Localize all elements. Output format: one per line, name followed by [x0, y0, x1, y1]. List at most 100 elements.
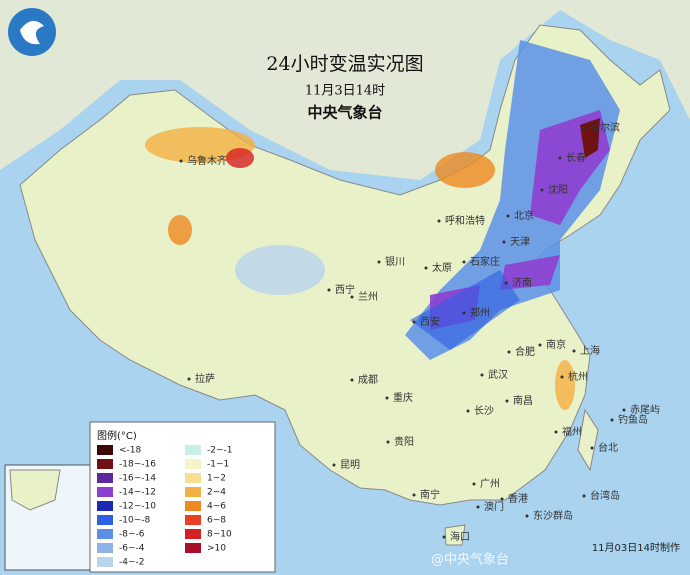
legend-swatch — [97, 515, 113, 525]
city-label: 杭州 — [568, 370, 588, 383]
city-label: 乌鲁木齐 — [187, 154, 227, 167]
legend-label: -2~-1 — [207, 446, 233, 456]
legend-swatch — [97, 557, 113, 567]
city-label: 广州 — [480, 478, 500, 490]
city-dot — [377, 260, 381, 264]
city-label: 哈尔滨 — [590, 121, 620, 134]
date: 11月3日14时 — [305, 84, 385, 99]
city-dot — [540, 188, 544, 192]
legend-title: 图例(°C) — [97, 429, 137, 442]
city-label: 贵阳 — [394, 435, 414, 448]
city-label: 拉萨 — [195, 372, 215, 385]
city-dot — [480, 373, 484, 377]
city-dot — [572, 349, 576, 353]
legend-swatch — [185, 473, 201, 483]
made-time: 11月03日14时制作 — [592, 541, 680, 554]
legend-label: 6~8 — [207, 516, 226, 526]
city-label: 福州 — [562, 425, 582, 438]
city-dot — [332, 463, 336, 467]
legend-label: -12~-10 — [119, 502, 156, 512]
legend-swatch — [185, 515, 201, 525]
city-dot — [412, 493, 416, 497]
city-dot — [582, 494, 586, 498]
city-label: 东沙群岛 — [533, 509, 573, 522]
city-label: 长春 — [566, 152, 586, 164]
legend-label: -18~-16 — [119, 460, 156, 470]
legend-swatch — [185, 459, 201, 469]
city-label: 台北 — [598, 441, 618, 454]
city-dot — [386, 440, 390, 444]
city-label: 呼和浩特 — [445, 215, 485, 227]
warm-area — [168, 215, 192, 245]
agency: 中央气象台 — [307, 104, 382, 122]
city-label: 郑州 — [470, 306, 490, 319]
city-label: 昆明 — [340, 459, 360, 471]
cool-area — [235, 245, 325, 295]
city-label: 成都 — [358, 374, 378, 386]
legend-label: >10 — [207, 544, 226, 554]
city-label: 上海 — [580, 344, 600, 357]
city-dot — [350, 378, 354, 382]
city-label: 银川 — [385, 255, 405, 268]
legend-label: 2~4 — [207, 488, 226, 498]
city-dot — [500, 497, 504, 501]
city-label: 长沙 — [474, 405, 494, 417]
city-dot — [538, 343, 542, 347]
legend-label: 1~2 — [207, 474, 226, 484]
city-label: 兰州 — [358, 290, 378, 303]
legend-swatch — [97, 473, 113, 483]
neighbor-land — [0, 0, 690, 180]
title: 24小时变温实况图 — [266, 53, 423, 75]
city-dot — [504, 281, 508, 285]
city-dot — [437, 219, 441, 223]
legend-label: -1~1 — [207, 460, 229, 470]
legend-label: -6~-4 — [119, 544, 145, 554]
legend-label: -4~-2 — [119, 558, 145, 568]
city-label: 钓鱼岛 — [618, 413, 648, 426]
city-label: 澳门 — [484, 500, 504, 513]
island — [444, 524, 466, 546]
city-label: 西宁 — [335, 283, 355, 296]
legend-label: 8~10 — [207, 530, 232, 540]
city-label: 太原 — [432, 261, 452, 274]
city-dot — [560, 375, 564, 379]
legend-swatch — [185, 445, 201, 455]
legend-label: <-18 — [119, 446, 142, 456]
city-dot — [442, 535, 446, 539]
city-dot — [462, 311, 466, 315]
legend-swatch — [185, 487, 201, 497]
city-label: 北京 — [514, 209, 534, 222]
city-dot — [506, 214, 510, 218]
city-label: 南京 — [546, 338, 566, 351]
city-label: 赤尾屿 — [630, 404, 660, 416]
cold-band — [410, 270, 520, 350]
city-label: 天津 — [510, 236, 530, 248]
city-label: 济南 — [512, 276, 532, 289]
legend-label: -14~-12 — [119, 488, 156, 498]
legend-swatch — [185, 501, 201, 511]
city-dot — [590, 446, 594, 450]
city-dot — [412, 320, 416, 324]
city-label: 海口 — [450, 530, 470, 543]
island — [577, 408, 599, 472]
city-dot — [622, 408, 626, 412]
warm-area — [555, 360, 575, 410]
legend-swatch — [97, 445, 113, 455]
city-label: 西安 — [420, 315, 440, 328]
city-dot — [502, 240, 506, 244]
city-label: 武汉 — [488, 368, 508, 381]
legend-swatch — [97, 501, 113, 511]
legend-swatch — [97, 487, 113, 497]
warm-area — [435, 152, 495, 188]
city-label: 石家庄 — [470, 255, 500, 268]
legend-swatch — [97, 543, 113, 553]
city-label: 香港 — [508, 493, 528, 505]
city-dot — [582, 126, 586, 130]
city-dot — [525, 514, 529, 518]
city-label: 南昌 — [513, 394, 533, 407]
legend-label: -10~-8 — [119, 516, 150, 526]
city-dot — [472, 482, 476, 486]
city-dot — [610, 418, 614, 422]
city-label: 重庆 — [393, 391, 413, 404]
